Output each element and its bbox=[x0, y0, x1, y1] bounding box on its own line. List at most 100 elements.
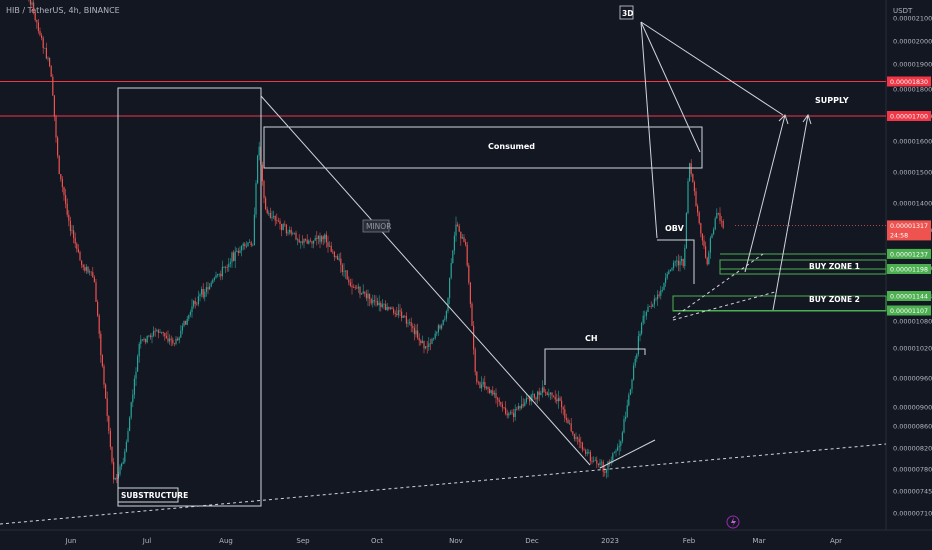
candle-body bbox=[444, 318, 446, 320]
candle-body bbox=[661, 290, 663, 291]
time-axis[interactable]: Jun Jul Aug Sep Oct Nov Dec 2023 Feb Mar Apr bbox=[0, 529, 932, 545]
candle-body bbox=[189, 312, 191, 315]
candle-body bbox=[236, 250, 238, 252]
candle-body bbox=[457, 224, 459, 227]
candle-body bbox=[409, 322, 411, 323]
candle-body bbox=[225, 267, 227, 268]
obv-bracket bbox=[657, 239, 695, 284]
candle-body bbox=[617, 447, 619, 451]
candle-body bbox=[266, 209, 268, 214]
candle-body bbox=[370, 298, 372, 304]
candle-body bbox=[169, 338, 171, 342]
candle-body bbox=[386, 307, 388, 310]
candle-body bbox=[213, 277, 215, 280]
candle-body bbox=[348, 279, 350, 283]
candle-body bbox=[135, 371, 137, 379]
candle-body bbox=[525, 397, 527, 403]
candle-body bbox=[361, 293, 363, 295]
candle-body bbox=[719, 213, 721, 221]
candle-body bbox=[273, 216, 275, 218]
candle-body bbox=[282, 224, 284, 231]
candle-body bbox=[441, 325, 443, 329]
candle-body bbox=[36, 20, 38, 23]
candle-body bbox=[436, 332, 438, 334]
candle-body bbox=[474, 349, 476, 372]
candle-body bbox=[210, 282, 212, 287]
candle-body bbox=[218, 273, 220, 275]
candle-body bbox=[116, 478, 118, 479]
lightning-icon[interactable] bbox=[726, 515, 740, 529]
candle-body bbox=[369, 293, 371, 299]
candle-body bbox=[196, 303, 198, 305]
candle-body bbox=[367, 293, 369, 299]
candle-body bbox=[68, 214, 70, 221]
candle-body bbox=[252, 245, 254, 246]
candle-body bbox=[495, 392, 497, 398]
price-tag-box bbox=[887, 291, 931, 301]
price-tick-label: 0.00000820 bbox=[893, 445, 932, 453]
candle-body bbox=[657, 294, 659, 299]
candle-body bbox=[589, 452, 591, 461]
candle-body bbox=[101, 355, 103, 367]
candle-body bbox=[521, 404, 523, 409]
candle-body bbox=[605, 470, 607, 473]
candle-body bbox=[329, 245, 331, 247]
candle-body bbox=[668, 271, 670, 274]
candle-body bbox=[505, 407, 507, 414]
candle-body bbox=[388, 307, 390, 309]
candle-body bbox=[389, 307, 391, 309]
candlestick-series bbox=[28, 0, 724, 484]
candle-body bbox=[327, 242, 329, 247]
price-tick-label: 0.00000860 bbox=[893, 423, 932, 431]
candle-body bbox=[489, 389, 491, 393]
candle-body bbox=[231, 252, 233, 263]
candle-body bbox=[703, 240, 705, 247]
candle-body bbox=[34, 11, 36, 21]
candle-body bbox=[151, 335, 153, 338]
candle-body bbox=[113, 462, 115, 480]
ch-bracket bbox=[544, 348, 646, 385]
candle-body bbox=[468, 265, 470, 283]
candle-body bbox=[127, 431, 129, 442]
candle-body bbox=[265, 197, 267, 210]
candle-body bbox=[492, 390, 494, 395]
price-tag-label: 0.00001144 bbox=[890, 294, 928, 301]
candle-body bbox=[637, 336, 639, 355]
candle-body bbox=[124, 451, 126, 462]
candle-body bbox=[381, 304, 383, 307]
candle-body bbox=[194, 300, 196, 304]
substructure-label: SUBSTRUCTURE bbox=[121, 491, 188, 500]
candle-body bbox=[111, 447, 113, 462]
obv-label: OBV bbox=[665, 224, 685, 233]
candle-body bbox=[300, 241, 302, 243]
candle-body bbox=[209, 286, 211, 290]
candle-body bbox=[650, 306, 652, 307]
candle-body bbox=[37, 22, 39, 32]
candle-body bbox=[695, 191, 697, 206]
candle-body bbox=[645, 312, 647, 316]
candle-body bbox=[642, 315, 644, 323]
candle-body bbox=[215, 275, 217, 278]
candle-body bbox=[105, 384, 107, 399]
candle-body bbox=[666, 273, 668, 278]
candle-body bbox=[145, 338, 147, 343]
price-tick-label: 0.00000960 bbox=[893, 375, 932, 383]
candle-body bbox=[407, 322, 409, 324]
candle-body bbox=[431, 338, 433, 344]
local-rising-line bbox=[599, 439, 656, 469]
candle-body bbox=[332, 251, 334, 253]
candle-body bbox=[383, 304, 385, 305]
candle-body bbox=[188, 315, 190, 319]
candle-body bbox=[197, 296, 199, 305]
candle-body bbox=[239, 250, 241, 253]
candle-body bbox=[412, 326, 414, 328]
candle-body bbox=[722, 221, 724, 228]
candle-body bbox=[234, 251, 236, 261]
candle-body bbox=[538, 391, 540, 395]
candle-body bbox=[402, 315, 404, 318]
candle-body bbox=[524, 402, 526, 406]
candle-body bbox=[137, 356, 139, 372]
candle-body bbox=[293, 232, 295, 234]
candle-body bbox=[649, 306, 651, 307]
